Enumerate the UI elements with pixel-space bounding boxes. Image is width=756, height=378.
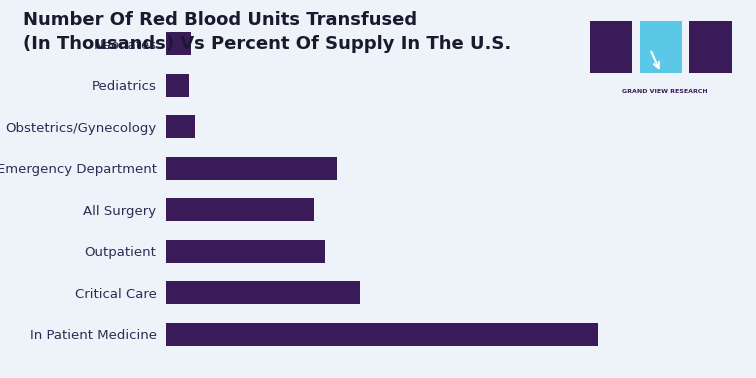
Bar: [166, 281, 360, 304]
Bar: [166, 74, 189, 97]
FancyBboxPatch shape: [590, 21, 632, 73]
Bar: [166, 240, 326, 263]
FancyBboxPatch shape: [689, 21, 732, 73]
FancyBboxPatch shape: [640, 21, 682, 73]
Bar: [166, 115, 195, 138]
Bar: [166, 323, 598, 345]
Bar: [166, 157, 337, 180]
Bar: [166, 33, 191, 55]
Bar: [166, 198, 314, 221]
Text: GRAND VIEW RESEARCH: GRAND VIEW RESEARCH: [622, 89, 708, 94]
Text: Number Of Red Blood Units Transfused
(In Thousands) Vs Percent Of Supply In The : Number Of Red Blood Units Transfused (In…: [23, 11, 511, 53]
